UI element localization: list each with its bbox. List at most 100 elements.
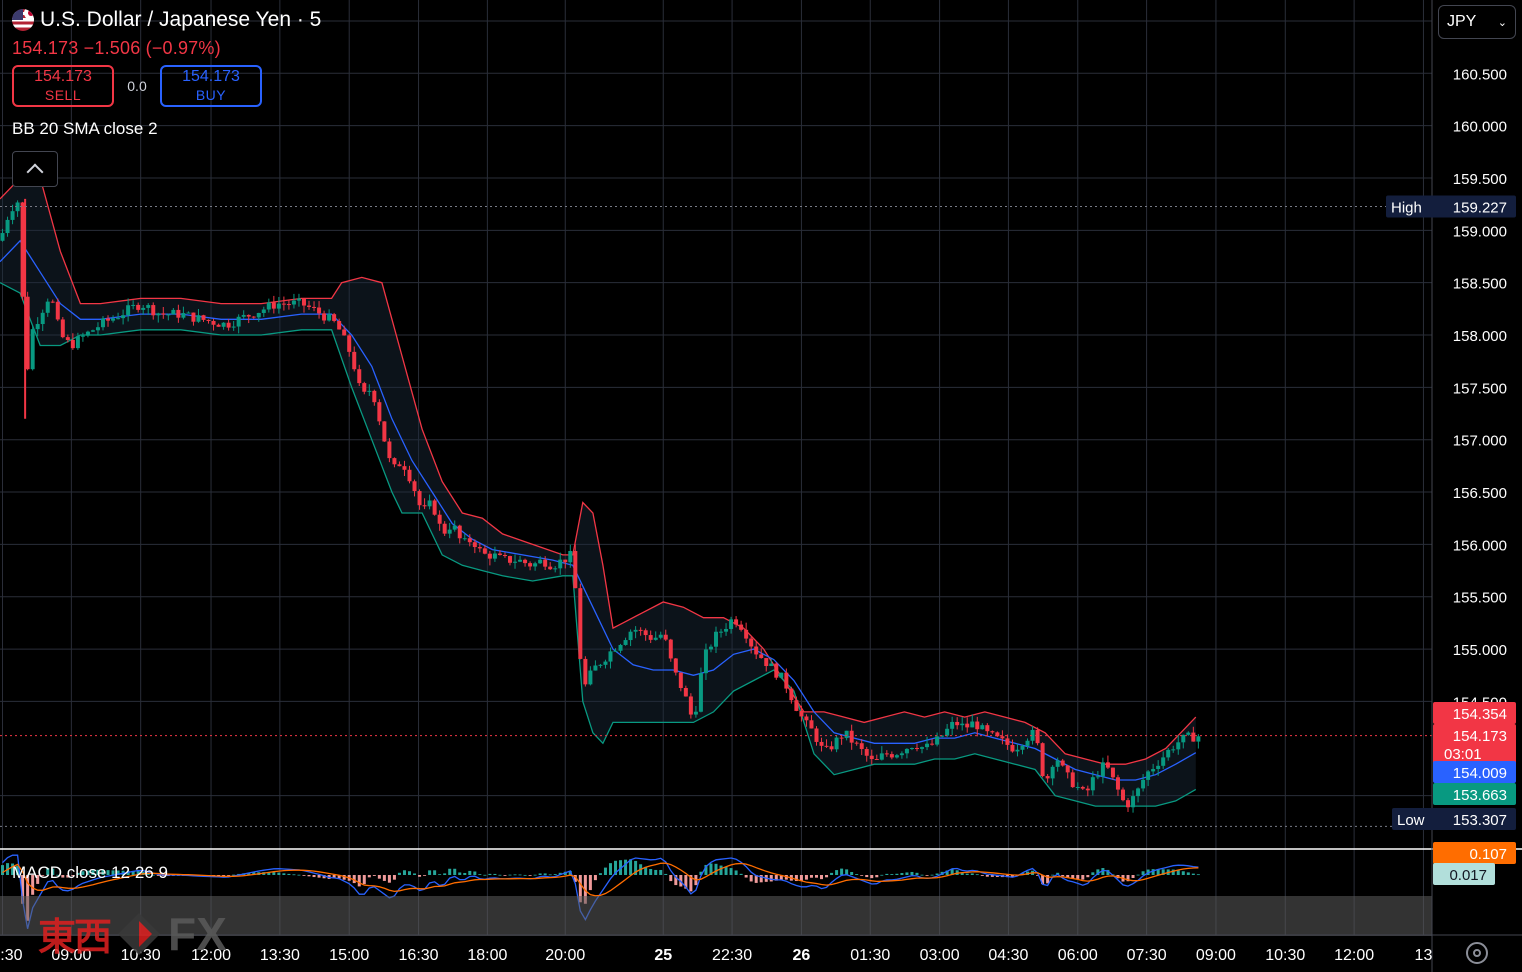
- candle-body: [20, 202, 25, 297]
- high-tag-bg: [1386, 195, 1516, 218]
- candle-body: [85, 331, 90, 336]
- candle: [739, 620, 744, 632]
- candle: [683, 685, 688, 697]
- candle-body: [467, 538, 472, 543]
- macd-histogram-bar: [779, 875, 783, 880]
- candle: [106, 315, 111, 327]
- macd-value-tag-text: 0.107: [1469, 846, 1507, 863]
- candle-body: [206, 319, 211, 322]
- candle-body: [920, 747, 925, 749]
- bb-basis-line: [0, 239, 1197, 781]
- macd-histogram-bar: [1171, 869, 1175, 875]
- macd-histogram-bar: [41, 875, 45, 876]
- candle: [1015, 743, 1020, 757]
- candle: [101, 316, 106, 331]
- macd-histogram-bar: [905, 872, 909, 875]
- candle-body: [804, 716, 809, 721]
- macd-histogram-bar: [418, 875, 422, 877]
- candle: [201, 314, 206, 322]
- candle: [1105, 755, 1110, 769]
- price-tick-label: 158.500: [1453, 276, 1507, 293]
- macd-histogram-bar: [1096, 869, 1100, 875]
- candle: [719, 628, 724, 638]
- candle-body: [347, 335, 352, 352]
- collapse-legend-button[interactable]: [12, 151, 58, 187]
- candle-body: [759, 654, 764, 659]
- candle: [35, 317, 40, 337]
- candle-body: [357, 369, 362, 384]
- candle: [75, 332, 80, 350]
- macd-histogram-bar: [593, 875, 597, 881]
- macd-histogram-bar: [649, 869, 653, 875]
- macd-histogram-bar: [493, 873, 497, 875]
- candle-body: [593, 665, 598, 671]
- candle: [543, 556, 548, 571]
- macd-histogram-bar: [21, 875, 25, 904]
- candle-body: [176, 309, 181, 318]
- candle-body: [739, 624, 744, 630]
- macd-histogram-bar: [292, 874, 296, 876]
- macd-histogram-bar: [362, 875, 366, 885]
- candle-body: [909, 748, 914, 750]
- candle: [60, 317, 65, 339]
- settings-icon[interactable]: [1466, 942, 1488, 964]
- macd-histogram-bar: [342, 875, 346, 880]
- currency-select[interactable]: JPY ⌄: [1438, 5, 1516, 39]
- candle: [1186, 731, 1191, 736]
- price-tick-label: 160.500: [1453, 66, 1507, 83]
- candle: [467, 534, 472, 547]
- time-tick-label: 12:00: [1334, 947, 1374, 964]
- candle: [55, 298, 60, 322]
- macd-histogram-bar: [880, 874, 884, 876]
- macd-histogram-bar: [227, 875, 231, 876]
- candle: [688, 693, 693, 719]
- candle-body: [578, 588, 583, 659]
- buy-button[interactable]: 154.173 BUY: [160, 65, 262, 107]
- bb-lower-line: [0, 282, 1197, 807]
- candle: [241, 310, 246, 319]
- candle: [668, 638, 673, 662]
- macd-histogram-bar: [307, 875, 311, 877]
- price-tick-label: 160.000: [1453, 119, 1507, 136]
- candle: [920, 746, 925, 754]
- candle-body: [1005, 738, 1010, 745]
- sell-button[interactable]: 154.173 SELL: [12, 65, 114, 107]
- candle-body: [1080, 786, 1085, 789]
- indicator-legend-bb[interactable]: BB 20 SMA close 2: [12, 119, 158, 138]
- candle-body: [673, 658, 678, 673]
- candle: [1045, 774, 1050, 783]
- symbol-title[interactable]: U.S. Dollar / Japanese Yen · 5: [40, 8, 322, 31]
- candle-body: [25, 296, 30, 370]
- candle: [216, 323, 221, 327]
- candle-body: [15, 202, 20, 212]
- macd-histogram-bar: [1196, 874, 1200, 876]
- candle-body: [377, 402, 382, 422]
- macd-histogram-bar: [910, 871, 914, 875]
- candle: [131, 300, 136, 310]
- candle: [548, 562, 553, 570]
- high-tag-label: High: [1391, 200, 1422, 217]
- candle-body: [442, 523, 447, 534]
- macd-histogram-bar: [523, 874, 527, 876]
- candle: [930, 739, 935, 746]
- macd-histogram-bar: [1151, 869, 1155, 875]
- candle-body: [1095, 776, 1100, 778]
- candle: [1156, 760, 1161, 776]
- high-tag: High 159.227: [1386, 195, 1516, 218]
- candle: [1181, 734, 1186, 749]
- macd-histogram-bar: [558, 872, 562, 875]
- candle: [317, 301, 322, 319]
- candle-body: [497, 553, 502, 555]
- candle-body: [884, 753, 889, 755]
- candle: [794, 696, 799, 712]
- candle: [146, 303, 151, 315]
- candle-body: [859, 743, 864, 750]
- candle: [1020, 744, 1025, 755]
- candle-body: [754, 646, 759, 655]
- macd-histogram-bar: [860, 875, 864, 876]
- candle-body: [904, 748, 909, 754]
- indicator-legend-macd[interactable]: MACD close 12 26 9: [12, 863, 168, 882]
- candle-body: [703, 649, 708, 674]
- candle: [849, 724, 854, 750]
